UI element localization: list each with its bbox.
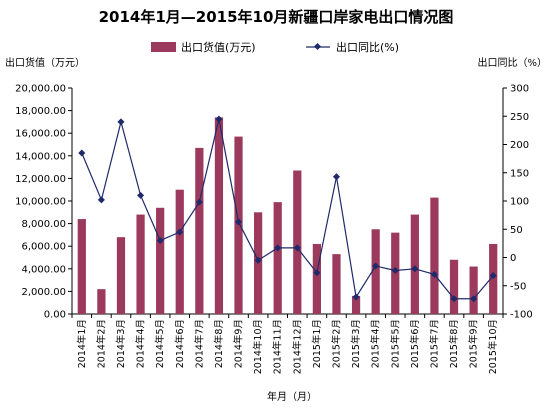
x-tick-label: 2014年10月 [252,319,264,374]
bar [430,197,439,314]
line-point [313,269,321,277]
bar [214,117,224,314]
left-tick-label: 16,000.00 [15,129,66,140]
line-point [156,237,164,245]
left-tick-label: 6,000.00 [21,242,66,253]
line-point [195,198,203,206]
x-tick-label: 2014年7月 [193,319,205,368]
series-line [81,118,494,300]
x-tick-label: 2015年3月 [350,319,362,368]
right-tick-label: 150 [510,168,529,179]
left-tick-label: 2,000.00 [21,287,66,298]
right-tick-label: -100 [510,310,533,321]
x-tick-label: 2014年3月 [115,319,127,368]
right-axis-title: 出口同比（%） [477,56,547,69]
left-tick-label: 4,000.00 [21,264,66,275]
bar [351,295,361,314]
x-axis-title: 年月（月） [267,390,317,403]
bar [293,170,302,314]
x-tick-label: 2015年1月 [311,319,323,368]
bar [449,259,459,314]
line-point [352,293,360,301]
line-point [137,191,145,199]
line-point [234,218,243,226]
line-point [215,115,223,123]
right-tick-label: 50 [510,225,523,236]
bar [97,289,106,314]
left-tick-label: 20,000.00 [15,84,66,95]
line-point [117,118,125,126]
legend-bar-label: 出口货值(万元) [181,40,256,54]
chart-title: 2014年1月—2015年10月新疆口岸家电出口情况图 [99,8,454,26]
legend-bar-swatch [151,42,176,52]
right-tick-label: 0 [510,253,516,264]
right-tick-label: 100 [510,197,529,208]
right-tick-label: 300 [510,84,529,95]
line-point [332,173,341,181]
line-point [391,266,399,275]
bar [77,219,86,314]
x-tick-label: 2015年9月 [468,319,480,368]
x-tick-label: 2014年11月 [272,319,284,374]
right-tick-label: 250 [510,112,529,123]
line-point [489,272,497,280]
x-tick-label: 2015年8月 [448,319,460,368]
left-axis-title: 出口货值（万元） [5,56,85,69]
line-point [372,262,380,270]
legend-line-marker [313,42,322,51]
bar [273,202,282,314]
line-point [430,270,438,278]
line-point [411,265,419,273]
x-tick-label: 2014年1月 [76,319,88,368]
x-tick-label: 2015年6月 [409,319,421,368]
bar [156,207,165,314]
line-point [450,295,458,303]
right-tick-label: 200 [510,140,529,151]
x-tick-label: 2014年9月 [233,319,245,368]
bar [469,266,478,314]
x-tick-label: 2015年5月 [389,319,401,368]
x-tick-label: 2015年7月 [428,319,440,368]
x-tick-label: 2015年10月 [487,319,499,374]
line-point [176,228,184,236]
x-tick-label: 2014年4月 [135,319,147,368]
left-tick-label: 18,000.00 [15,106,66,117]
line-point [274,244,282,252]
line-point [470,295,478,303]
line-point [97,196,105,204]
x-tick-label: 2015年4月 [370,319,382,368]
bar [371,229,380,314]
bar [332,254,341,314]
line-point [293,244,301,252]
legend: 出口货值(万元) 出口同比(%) [151,40,399,54]
x-tick-label: 2014年6月 [174,319,186,368]
bar [175,189,184,314]
plot-area: 0.00 2,000.00 4,000.00 6,000.00 8,000.00 10,0… [15,84,533,375]
x-tick-label: 2015年2月 [330,319,342,368]
left-tick-label: 12,000.00 [15,174,66,185]
legend-line-label: 出口同比(%) [336,40,399,54]
bar [312,243,322,314]
bar [410,214,419,314]
left-tick-label: 8,000.00 [21,219,66,230]
x-tick-label: 2014年5月 [154,319,166,368]
bar [195,147,204,314]
left-tick-label: 10,000.00 [15,197,66,208]
left-tick-label: 14,000.00 [15,151,66,162]
bar [136,214,145,314]
x-tick-label: 2014年2月 [95,319,107,368]
line-point [78,149,86,157]
x-tick-label: 2014年8月 [213,319,225,368]
left-tick-label: 0.00 [44,310,66,321]
right-tick-label: -50 [510,281,526,292]
x-tick-label: 2014年12月 [291,319,303,374]
bar [116,237,126,314]
